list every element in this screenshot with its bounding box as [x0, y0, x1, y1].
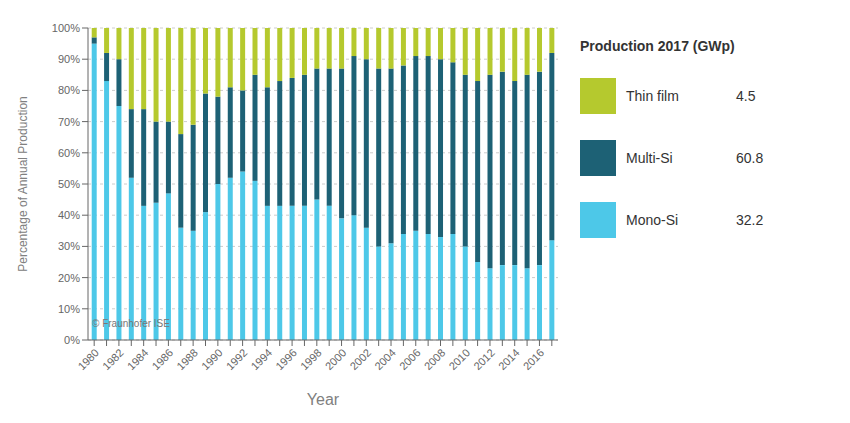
svg-text:50%: 50%	[58, 178, 80, 190]
svg-text:1988: 1988	[174, 346, 200, 372]
html-text:Thin film: Thin film	[626, 88, 679, 104]
html-text:32.2: 32.2	[736, 212, 764, 228]
svg-text:30%: 30%	[58, 240, 80, 252]
svg-text:Year: Year	[307, 391, 340, 408]
svg-text:2000: 2000	[323, 346, 349, 372]
svg-text:1982: 1982	[100, 346, 126, 372]
svg-text:1996: 1996	[273, 346, 299, 372]
html-text:4.5: 4.5	[736, 88, 756, 104]
html-text:60.8: 60.8	[736, 150, 764, 166]
svg-text:70%: 70%	[58, 116, 80, 128]
html-text:Multi-Si: Multi-Si	[626, 150, 673, 166]
svg-text:2016: 2016	[521, 346, 547, 372]
html-text:Production 2017 (GWp): Production 2017 (GWp)	[580, 38, 735, 54]
svg-text:2002: 2002	[347, 346, 373, 372]
svg-text:1990: 1990	[199, 346, 225, 372]
svg-text:100%: 100%	[52, 22, 80, 34]
svg-text:0%: 0%	[64, 334, 80, 346]
svg-text:80%: 80%	[58, 84, 80, 96]
svg-text:2006: 2006	[397, 346, 423, 372]
svg-text:1986: 1986	[150, 346, 176, 372]
svg-text:1998: 1998	[298, 346, 324, 372]
svg-text:1984: 1984	[125, 346, 151, 372]
svg-text:2008: 2008	[422, 346, 448, 372]
html-text:© Fraunhofer ISE: © Fraunhofer ISE	[92, 318, 170, 329]
svg-text:1980: 1980	[75, 346, 101, 372]
svg-text:2010: 2010	[446, 346, 472, 372]
svg-text:20%: 20%	[58, 272, 80, 284]
svg-text:2012: 2012	[471, 346, 497, 372]
svg-text:2014: 2014	[496, 346, 522, 372]
svg-text:1992: 1992	[224, 346, 250, 372]
svg-text:Percentage of Annual Productio: Percentage of Annual Production	[16, 96, 30, 271]
svg-text:60%: 60%	[58, 147, 80, 159]
svg-text:1994: 1994	[248, 346, 274, 372]
svg-text:90%: 90%	[58, 53, 80, 65]
svg-text:2004: 2004	[372, 346, 398, 372]
svg-text:40%: 40%	[58, 209, 80, 221]
html-text:Mono-Si: Mono-Si	[626, 212, 679, 228]
svg-text:10%: 10%	[58, 303, 80, 315]
